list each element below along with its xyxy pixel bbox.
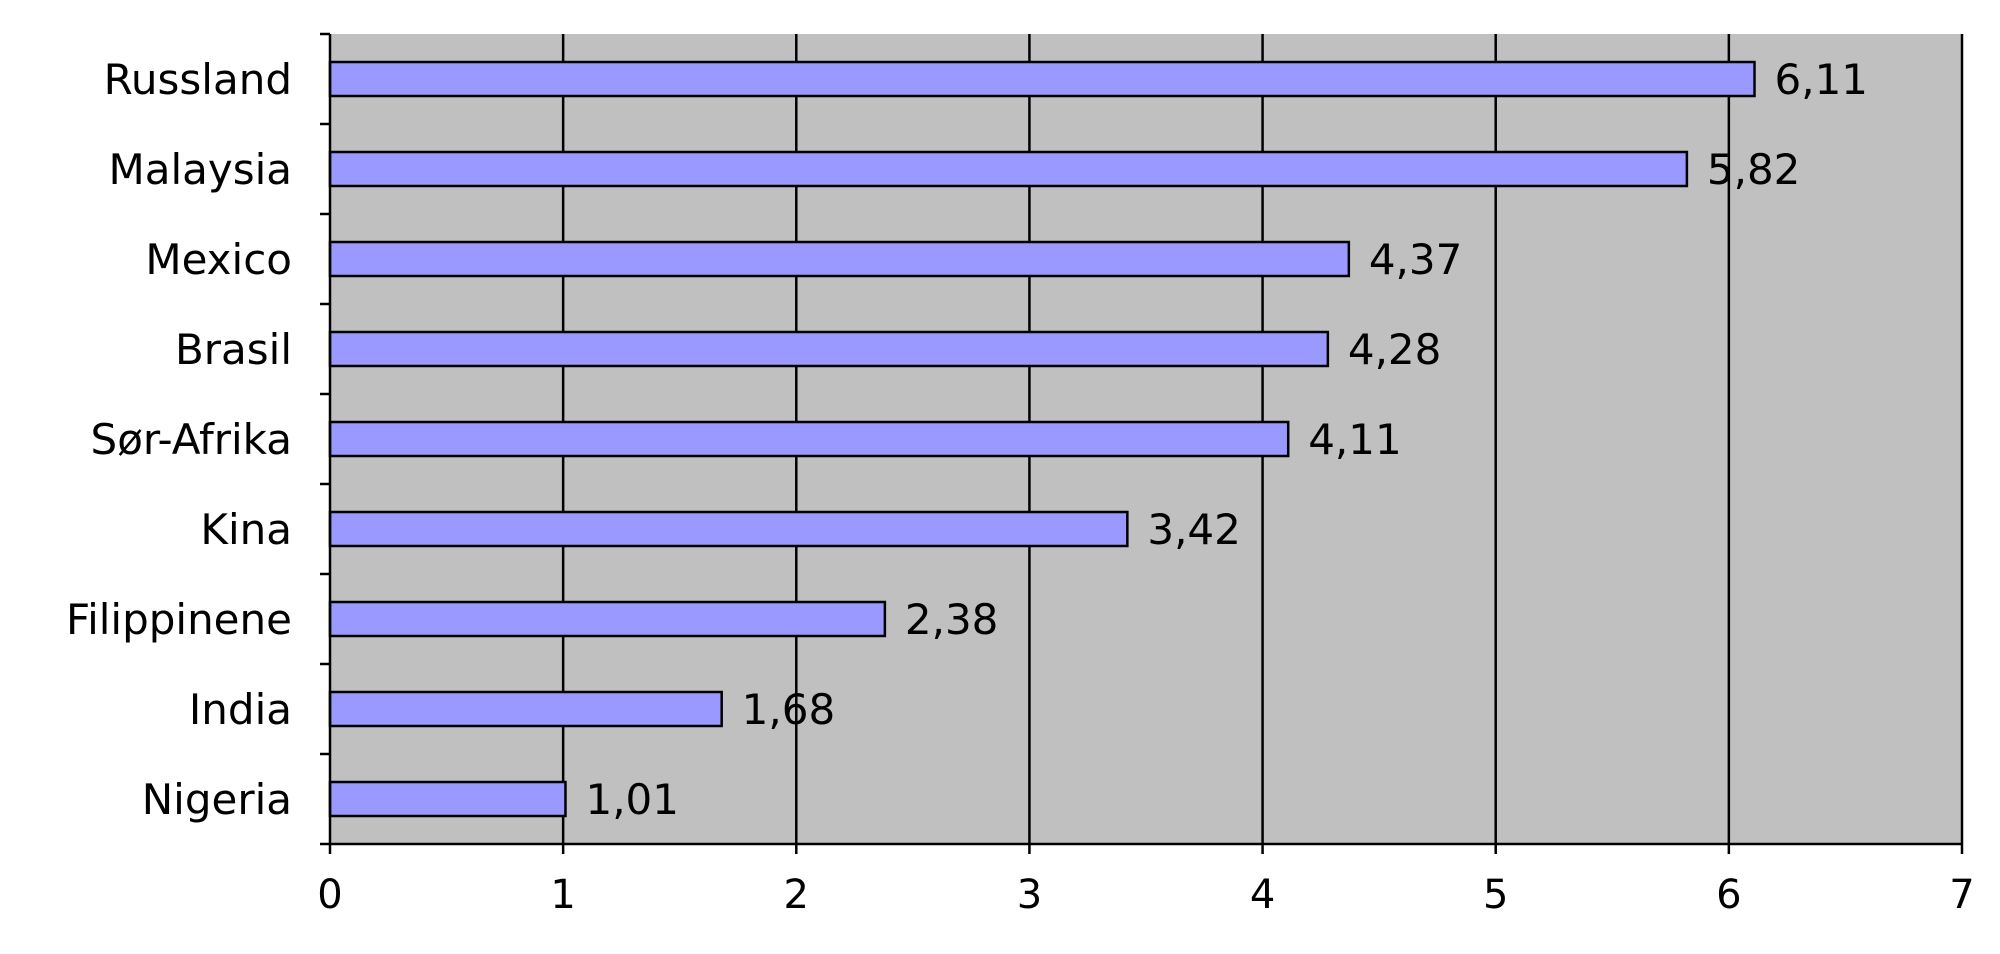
category-label-7: India <box>189 685 292 734</box>
category-label-3: Brasil <box>175 325 292 374</box>
category-labels: Russland Malaysia Mexico Brasil Sør-Afrika Ki… <box>66 55 292 824</box>
bar-7 <box>328 690 723 728</box>
data-label-8: 1,01 <box>585 775 679 824</box>
x-axis-ticks: 0 1 2 3 4 5 6 7 <box>317 844 1975 918</box>
x-tick-label-1: 1 <box>550 872 575 918</box>
data-label-6: 2,38 <box>905 595 999 644</box>
data-label-1: 5,82 <box>1707 145 1801 194</box>
data-label-5: 3,42 <box>1147 505 1241 554</box>
bar-5 <box>328 510 1129 548</box>
category-label-5: Kina <box>200 505 292 554</box>
x-tick-label-4: 4 <box>1250 872 1275 918</box>
bars <box>328 60 1756 818</box>
bar-1 <box>328 150 1689 188</box>
bar-4 <box>328 420 1290 458</box>
x-tick-label-3: 3 <box>1017 872 1042 918</box>
x-tick-label-5: 5 <box>1483 872 1508 918</box>
x-tick-label-6: 6 <box>1716 872 1741 918</box>
category-label-0: Russland <box>104 55 292 104</box>
bar-3 <box>328 330 1330 368</box>
data-label-4: 4,11 <box>1308 415 1402 464</box>
bar-6 <box>328 600 887 638</box>
category-label-4: Sør-Afrika <box>91 415 292 464</box>
bar-0 <box>328 60 1756 98</box>
category-label-8: Nigeria <box>142 775 292 824</box>
data-label-2: 4,37 <box>1369 235 1463 284</box>
axes <box>320 32 1962 846</box>
data-labels: 6,11 5,82 4,37 4,28 4,11 3,42 2,38 1,68 1,01 <box>585 55 1868 824</box>
data-label-0: 6,11 <box>1775 55 1869 104</box>
category-label-6: Filippinene <box>66 595 292 644</box>
category-label-2: Mexico <box>145 235 292 284</box>
x-tick-label-2: 2 <box>784 872 809 918</box>
category-label-1: Malaysia <box>108 145 292 194</box>
x-tick-label-0: 0 <box>317 872 342 918</box>
x-tick-label-7: 7 <box>1949 872 1974 918</box>
data-label-7: 1,68 <box>742 685 836 734</box>
bar-2 <box>328 240 1351 278</box>
bar-8 <box>328 780 567 818</box>
data-label-3: 4,28 <box>1348 325 1442 374</box>
